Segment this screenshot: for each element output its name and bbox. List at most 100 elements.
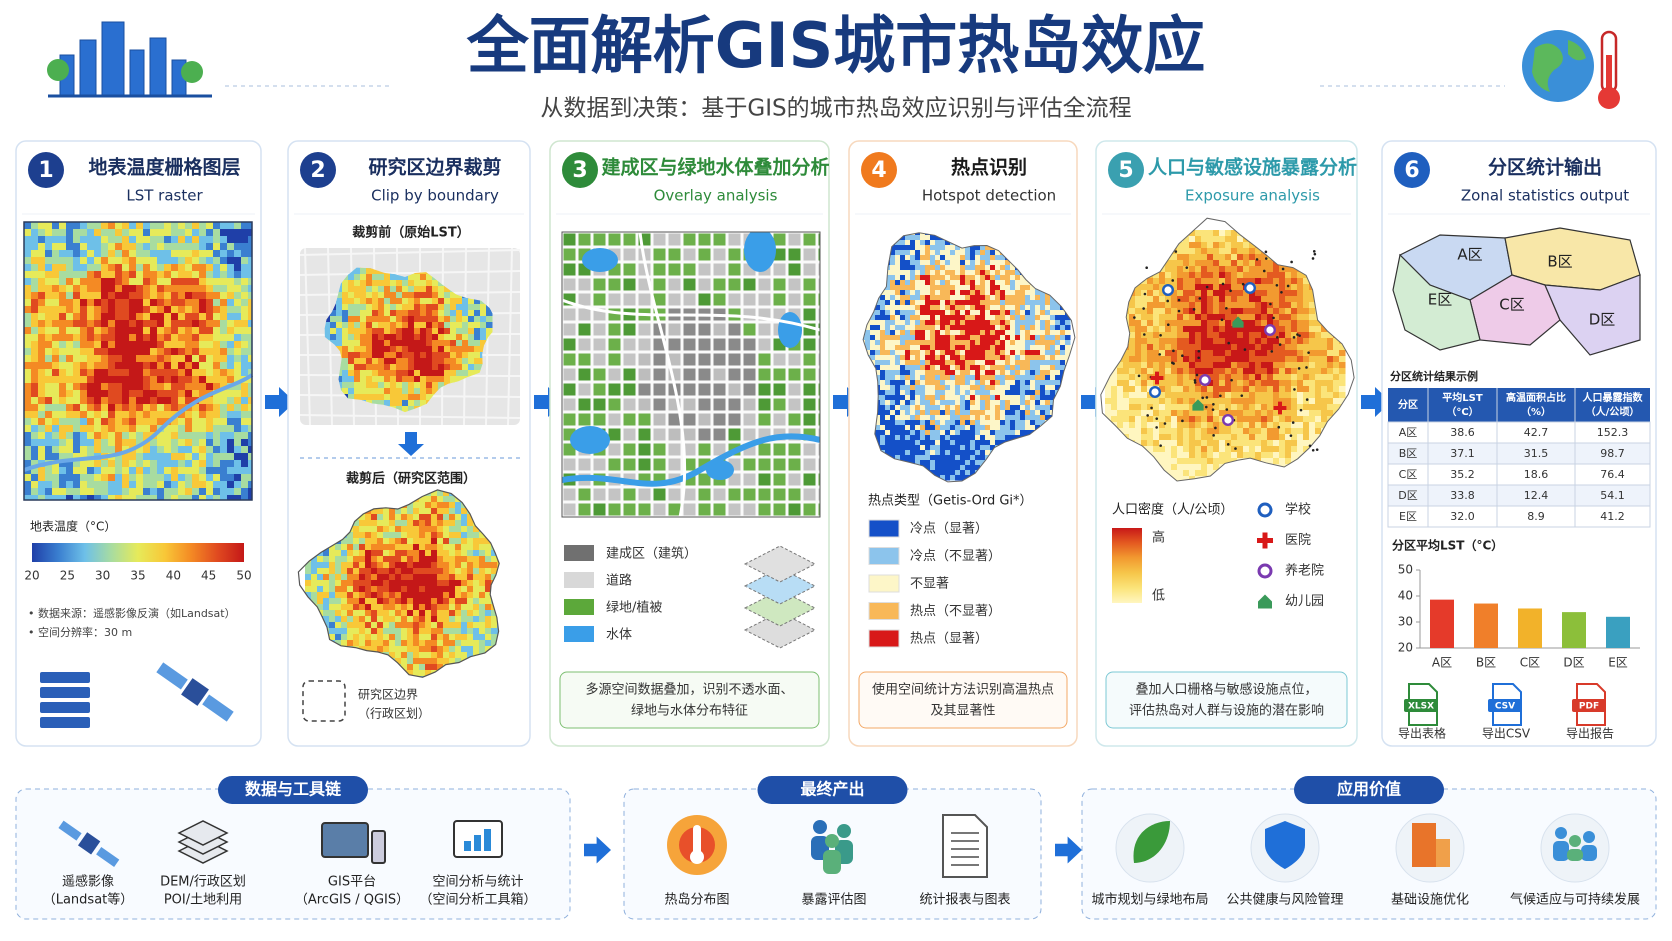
raster-cell [248, 390, 252, 398]
raster-cell [359, 580, 366, 587]
step-number-badge [861, 152, 897, 188]
raster-cell [80, 474, 88, 482]
raster-cell [461, 538, 468, 545]
raster-cell [420, 346, 427, 353]
raster-cell [371, 592, 378, 599]
raster-cell [905, 380, 911, 386]
raster-cell [965, 315, 971, 321]
raster-cell [365, 550, 372, 557]
raster-cell [199, 404, 207, 412]
raster-cell [66, 222, 74, 230]
raster-cell [980, 275, 986, 281]
raster-cell [950, 335, 956, 341]
raster-cell [341, 616, 348, 623]
raster-cell [129, 292, 137, 300]
raster-cell [449, 502, 456, 509]
raster-cell [419, 508, 426, 515]
raster-cell [955, 420, 961, 426]
raster-cell [389, 568, 396, 575]
raster-cell [206, 271, 214, 279]
land-block [818, 413, 820, 426]
raster-cell [227, 306, 235, 314]
raster-cell [940, 415, 946, 421]
raster-cell [935, 455, 941, 461]
raster-cell [38, 432, 46, 440]
raster-cell [234, 229, 242, 237]
raster-cell [354, 286, 361, 293]
raster-cell [73, 418, 81, 426]
raster-cell [150, 306, 158, 314]
raster-cell [213, 376, 221, 384]
raster-cell [384, 322, 391, 329]
land-block [608, 308, 621, 321]
land-block [818, 488, 820, 501]
raster-cell [248, 341, 252, 349]
raster-cell [390, 364, 397, 371]
raster-cell [389, 610, 396, 617]
raster-cell [335, 628, 342, 635]
raster-cell [38, 334, 46, 342]
raster-cell [935, 355, 941, 361]
legend-swatch [564, 599, 594, 615]
raster-cell [372, 370, 379, 377]
raster-cell [24, 271, 32, 279]
raster-cell [372, 334, 379, 341]
raster-cell [443, 526, 450, 533]
raster-cell [80, 376, 88, 384]
raster-cell [945, 240, 951, 246]
raster-cell [157, 327, 165, 335]
raster-cell [213, 411, 221, 419]
raster-cell [353, 622, 360, 629]
raster-cell [101, 334, 109, 342]
raster-cell [401, 592, 408, 599]
raster-cell [910, 295, 916, 301]
land-block [683, 353, 696, 366]
raster-cell [101, 383, 109, 391]
raster-cell [129, 320, 137, 328]
land-block [818, 368, 820, 381]
land-block [653, 413, 666, 426]
raster-cell [157, 313, 165, 321]
raster-cell [94, 222, 102, 230]
raster-cell [80, 390, 88, 398]
raster-cell [248, 439, 252, 447]
raster-cell [31, 299, 39, 307]
raster-cell [234, 481, 242, 489]
raster-cell [80, 250, 88, 258]
raster-cell [910, 425, 916, 431]
raster-cell [940, 385, 946, 391]
raster-cell [468, 310, 475, 317]
raster-cell [330, 316, 337, 323]
raster-cell [52, 243, 60, 251]
raster-cell [164, 341, 172, 349]
raster-cell [52, 404, 60, 412]
raster-cell [945, 390, 951, 396]
raster-cell [24, 383, 32, 391]
raster-cell [171, 257, 179, 265]
raster-cell [234, 362, 242, 370]
raster-cell [347, 622, 354, 629]
raster-cell [920, 275, 926, 281]
raster-cell [479, 538, 486, 545]
raster-cell [164, 376, 172, 384]
street [299, 270, 521, 276]
raster-cell [419, 556, 426, 563]
raster-cell [900, 270, 906, 276]
raster-cell [456, 304, 463, 311]
raster-cell [206, 348, 214, 356]
raster-cell [108, 222, 116, 230]
raster-cell [885, 390, 891, 396]
raster-cell [413, 628, 420, 635]
raster-cell [206, 257, 214, 265]
raster-cell [129, 285, 137, 293]
raster-cell [341, 610, 348, 617]
raster-cell [122, 327, 130, 335]
raster-cell [940, 430, 946, 436]
raster-cell [87, 362, 95, 370]
raster-cell [930, 295, 936, 301]
raster-cell [24, 313, 32, 321]
raster-cell [890, 280, 896, 286]
land-block [698, 383, 711, 396]
raster-cell [129, 418, 137, 426]
raster-cell [108, 299, 116, 307]
